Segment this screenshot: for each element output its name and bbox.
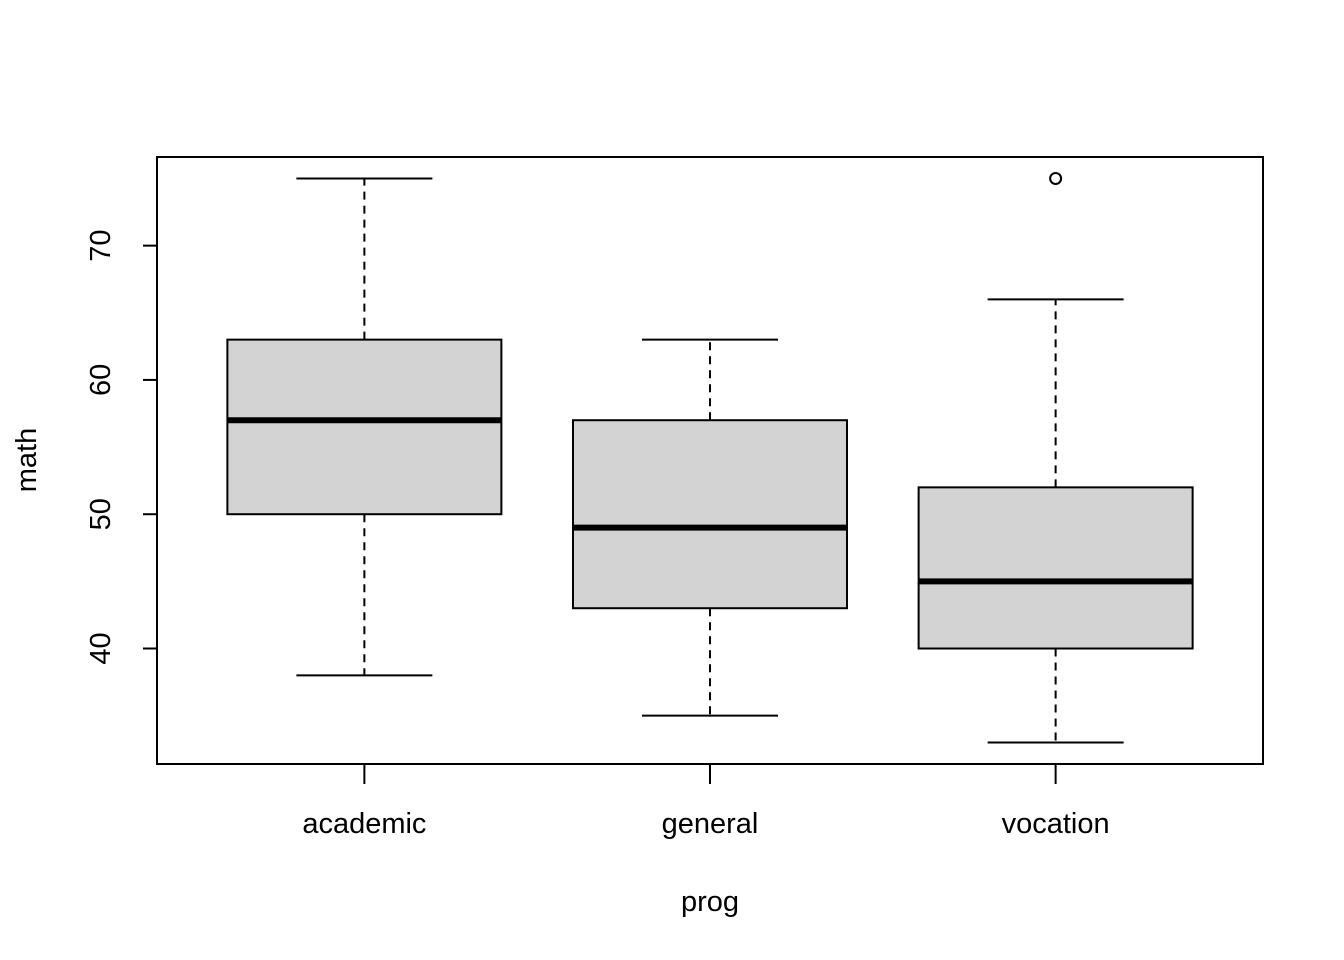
y-tick-label: 70 (85, 229, 117, 261)
outlier-point (1049, 171, 1063, 185)
x-tick-label: vocation (1002, 808, 1110, 840)
y-tick-label: 50 (85, 498, 117, 530)
x-axis: academic general vocation (302, 763, 1110, 840)
x-tick-label: academic (302, 808, 426, 840)
y-tick-label: 40 (85, 632, 117, 664)
y-tick-label: 60 (85, 364, 117, 396)
iqr-box (226, 338, 503, 516)
y-axis: 40 50 60 70 (85, 229, 158, 665)
iqr-box (572, 419, 848, 610)
box-academic (226, 177, 503, 677)
x-axis-title: prog (681, 886, 739, 918)
y-axis-title: math (11, 428, 43, 492)
iqr-box (917, 486, 1194, 650)
boxes-layer (226, 171, 1194, 744)
box-vocation (917, 171, 1194, 744)
x-tick-label: general (662, 808, 759, 840)
box-general (572, 338, 848, 717)
